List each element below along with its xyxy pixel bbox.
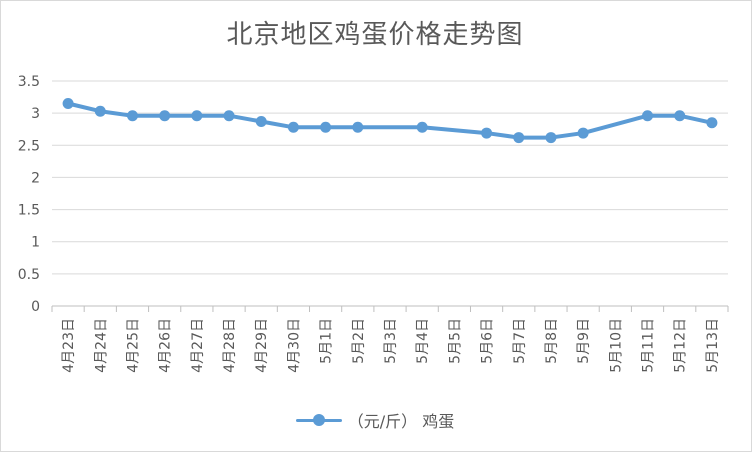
- legend-label: （元/斤） 鸡蛋: [347, 412, 455, 431]
- x-tick-label: 5月12日: [673, 318, 689, 373]
- y-tick-label: 1: [31, 235, 40, 251]
- y-tick-label: 3.5: [18, 74, 40, 90]
- data-point: [126, 110, 138, 122]
- data-point: [159, 110, 171, 122]
- data-point: [545, 132, 557, 144]
- chart-title: 北京地区鸡蛋价格走势图: [226, 20, 524, 50]
- x-tick-label: 4月30日: [286, 318, 302, 373]
- data-point: [352, 121, 364, 133]
- x-tick-label: 4月23日: [61, 318, 77, 373]
- x-tick-label: 5月2日: [351, 318, 367, 364]
- x-tick-label: 4月29日: [254, 318, 270, 373]
- x-tick-label: 5月4日: [415, 318, 431, 364]
- data-point: [481, 127, 493, 139]
- y-tick-label: 0.5: [18, 267, 40, 283]
- x-tick-label: 4月26日: [158, 318, 174, 373]
- y-tick-label: 2.5: [18, 138, 40, 154]
- x-tick-label: 5月11日: [641, 318, 657, 373]
- x-tick-label: 5月6日: [480, 318, 496, 364]
- data-point: [223, 110, 235, 122]
- x-tick-label: 4月27日: [190, 318, 206, 373]
- data-point: [416, 121, 428, 133]
- data-point: [191, 110, 203, 122]
- y-axis-ticks: 0 0.5 1 1.5 2 2.5 3 3.5: [18, 74, 40, 315]
- x-tick-label: 5月7日: [512, 318, 528, 364]
- data-point: [94, 105, 106, 117]
- x-axis: [51, 305, 729, 312]
- y-tick-label: 1.5: [18, 203, 40, 219]
- x-tick-label: 5月1日: [319, 318, 335, 364]
- series-layer: [62, 98, 718, 144]
- data-point: [62, 98, 74, 109]
- x-tick-label: 4月25日: [125, 318, 141, 373]
- x-tick-label: 5月13日: [705, 318, 721, 373]
- x-tick-label: 5月10日: [608, 318, 624, 373]
- x-tick-label: 5月9日: [576, 318, 592, 364]
- data-point: [577, 127, 589, 139]
- y-tick-label: 3: [31, 106, 40, 122]
- x-axis-labels: 4月23日 4月24日 4月25日 4月26日 4月27日 4月28日 4月29日 4月30日…: [61, 318, 721, 373]
- legend: （元/斤） 鸡蛋: [0, 408, 750, 432]
- x-tick-label: 5月8日: [544, 318, 560, 364]
- x-tick-label: 5月3日: [383, 318, 399, 364]
- x-tick-label: 4月28日: [222, 318, 238, 373]
- data-point: [320, 121, 332, 133]
- data-point: [642, 110, 654, 122]
- x-tick-label: 4月24日: [93, 318, 109, 373]
- y-tick-label: 2: [31, 170, 40, 186]
- y-tick-label: 0: [31, 299, 40, 315]
- data-point: [255, 116, 267, 127]
- data-point: [513, 132, 525, 144]
- data-point: [706, 117, 718, 129]
- data-point: [674, 110, 686, 122]
- data-point: [287, 121, 299, 133]
- legend-marker-icon: [295, 410, 342, 430]
- x-tick-label: 5月5日: [447, 318, 463, 364]
- gridlines: [52, 80, 728, 275]
